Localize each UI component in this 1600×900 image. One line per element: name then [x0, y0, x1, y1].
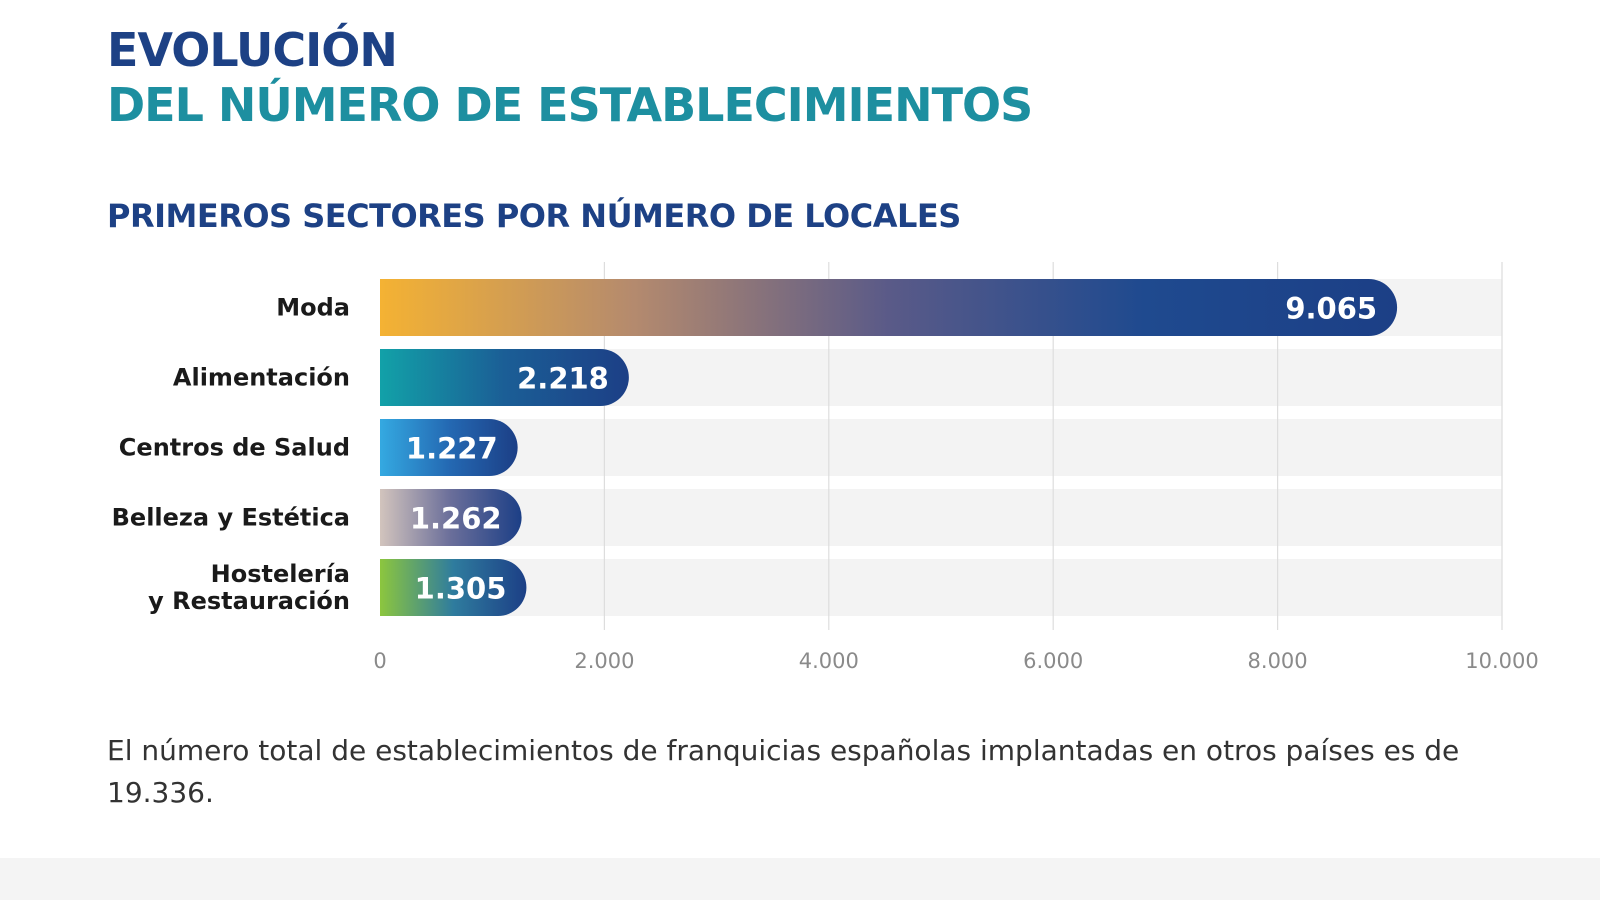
x-tick-label: 8.000 — [1248, 649, 1308, 673]
category-label: Hostelería y Restauración — [148, 560, 350, 615]
bar-track — [380, 489, 1502, 546]
bar-chart: 9.065 2.218 1.227 1.262 1.305 Moda Alimentaci… — [112, 262, 1539, 673]
category-label: Centros de Salud — [119, 434, 350, 462]
bar — [380, 349, 629, 406]
bar-track — [380, 559, 1502, 616]
bars: 9.065 2.218 1.227 1.262 1.305 — [380, 279, 1398, 616]
x-tick-label: 10.000 — [1465, 649, 1538, 673]
category-labels: Moda Alimentación Centros de Salud Belleza … — [112, 294, 350, 616]
title-line-1: EVOLUCIÓN — [107, 23, 398, 77]
bar-value-label: 2.218 — [517, 362, 609, 396]
category-label: Moda — [276, 294, 350, 322]
title-line-2: DEL NÚMERO DE ESTABLECIMIENTOS — [107, 78, 1033, 132]
bar-value-label: 1.227 — [406, 432, 498, 466]
x-tick-label: 6.000 — [1023, 649, 1083, 673]
bar-value-label: 9.065 — [1285, 292, 1377, 326]
bar-value-label: 1.262 — [410, 502, 502, 536]
bar — [380, 279, 1398, 336]
category-label: Belleza y Estética — [112, 504, 350, 532]
bar-track — [380, 419, 1502, 476]
category-label: Alimentación — [173, 364, 350, 392]
x-tick-label: 0 — [373, 649, 386, 673]
bottom-strip — [0, 858, 1600, 900]
bar-value-label: 1.305 — [415, 572, 507, 606]
bar-tracks — [380, 279, 1502, 616]
x-tick-label: 2.000 — [574, 649, 634, 673]
bar — [380, 419, 518, 476]
x-tick-label: 4.000 — [799, 649, 859, 673]
footnote-text: El número total de establecimientos de f… — [107, 734, 1460, 809]
bar — [380, 489, 522, 546]
chart-subtitle: PRIMEROS SECTORES POR NÚMERO DE LOCALES — [107, 197, 961, 235]
bar — [380, 559, 527, 616]
x-axis-ticks: 0 2.000 4.000 6.000 8.000 10.000 — [373, 649, 1538, 673]
